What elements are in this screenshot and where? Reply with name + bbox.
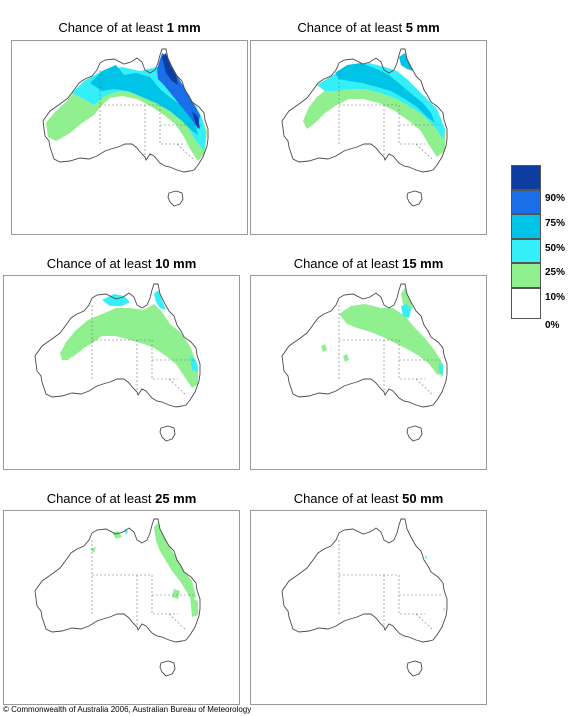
title-amount: 15 mm (402, 256, 444, 271)
panel-title: Chance of at least 15 mm (250, 256, 487, 271)
title-prefix: Chance of at least (293, 491, 403, 506)
title-prefix: Chance of at least (293, 256, 403, 271)
legend-label-50: 50% (545, 243, 566, 254)
title-amount: 1 mm (166, 20, 201, 35)
legend-swatch-0 (511, 288, 541, 319)
panel-title: Chance of at least 25 mm (3, 491, 240, 506)
legend-label-75: 75% (545, 218, 566, 229)
map-frame (250, 40, 487, 235)
legend-swatch-90 (511, 165, 541, 190)
legend-swatch-25 (511, 239, 541, 263)
legend-swatch-50 (511, 214, 541, 239)
legend-swatch-75 (511, 190, 541, 214)
title-amount: 5 mm (405, 20, 440, 35)
copyright-notice: © Commonwealth of Australia 2006, Austra… (3, 705, 252, 714)
map-frame (11, 40, 248, 235)
panel-title: Chance of at least 1 mm (11, 20, 248, 35)
map-frame (250, 275, 487, 470)
panel-title: Chance of at least 5 mm (250, 20, 487, 35)
legend-label-25: 25% (545, 267, 566, 278)
title-amount: 10 mm (155, 256, 197, 271)
panel-title: Chance of at least 10 mm (3, 256, 240, 271)
map-frame (3, 510, 240, 705)
title-prefix: Chance of at least (297, 20, 406, 35)
title-prefix: Chance of at least (46, 256, 156, 271)
map-frame (250, 510, 487, 705)
title-prefix: Chance of at least (58, 20, 167, 35)
title-prefix: Chance of at least (46, 491, 156, 506)
legend-label-0: 0% (545, 320, 560, 331)
legend-label-90: 90% (545, 193, 566, 204)
legend-swatch-10 (511, 263, 541, 288)
panel-title: Chance of at least 50 mm (250, 491, 487, 506)
title-amount: 50 mm (402, 491, 444, 506)
legend-label-10: 10% (545, 292, 566, 303)
title-amount: 25 mm (155, 491, 197, 506)
map-frame (3, 275, 240, 470)
